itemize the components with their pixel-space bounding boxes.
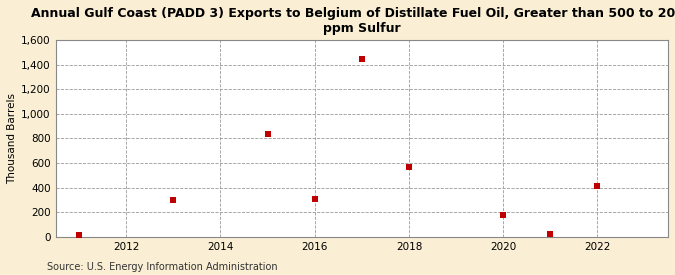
Point bbox=[309, 196, 320, 201]
Point bbox=[592, 184, 603, 189]
Y-axis label: Thousand Barrels: Thousand Barrels bbox=[7, 93, 17, 184]
Point bbox=[497, 213, 508, 218]
Point bbox=[404, 164, 414, 169]
Text: Source: U.S. Energy Information Administration: Source: U.S. Energy Information Administ… bbox=[47, 262, 278, 272]
Point bbox=[545, 232, 556, 236]
Title: Annual Gulf Coast (PADD 3) Exports to Belgium of Distillate Fuel Oil, Greater th: Annual Gulf Coast (PADD 3) Exports to Be… bbox=[31, 7, 675, 35]
Point bbox=[74, 233, 84, 238]
Point bbox=[356, 56, 367, 61]
Point bbox=[168, 198, 179, 202]
Point bbox=[262, 131, 273, 136]
